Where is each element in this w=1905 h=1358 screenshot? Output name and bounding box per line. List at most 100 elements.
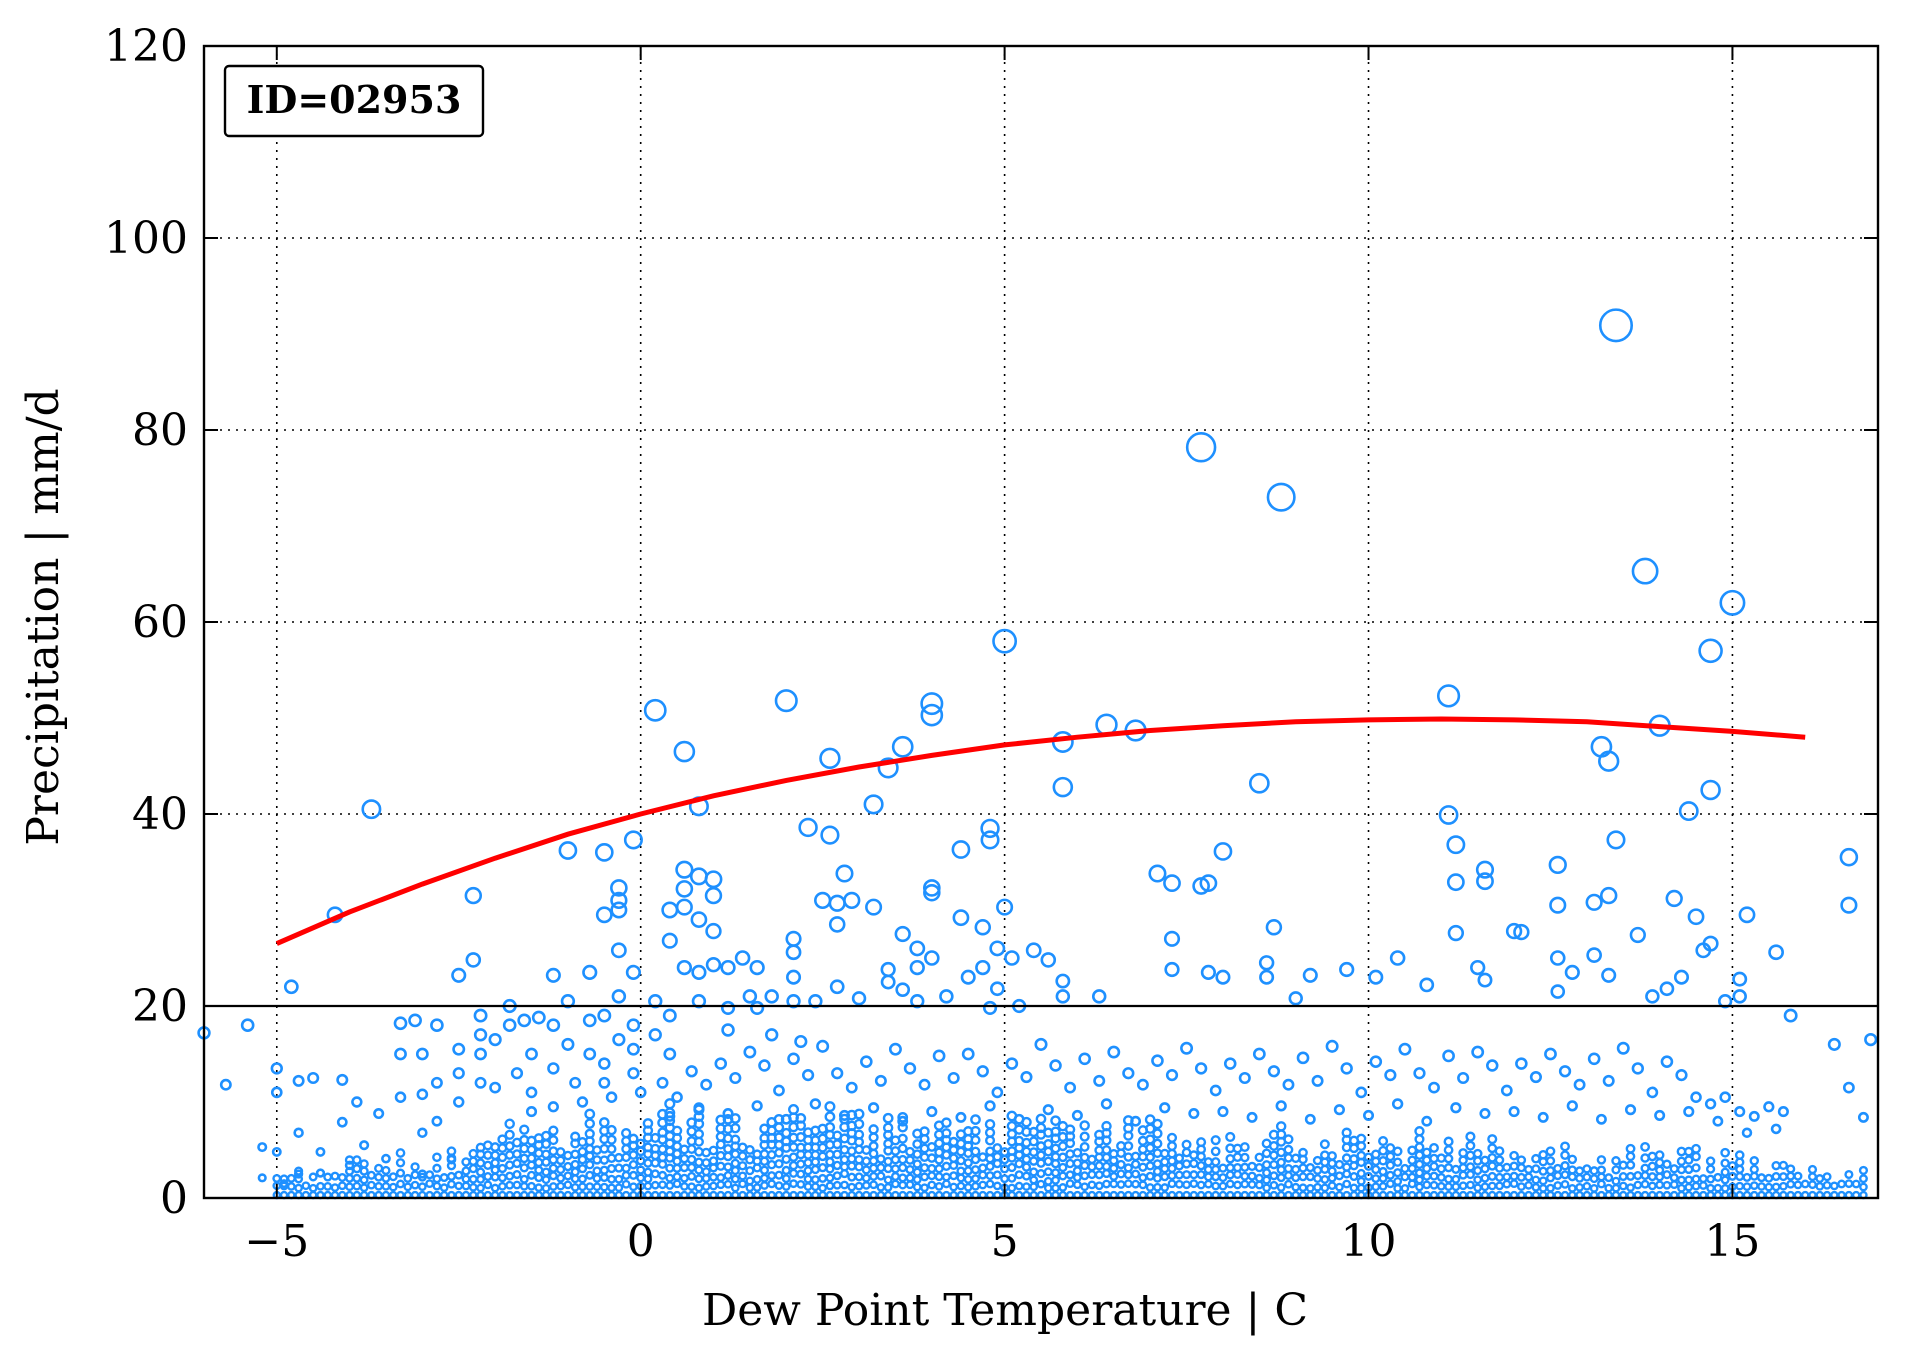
- data-point: [985, 1179, 995, 1189]
- data-point: [737, 1161, 748, 1171]
- data-point: [838, 1109, 850, 1121]
- data-point: [1690, 1091, 1702, 1103]
- data-point: [657, 1152, 668, 1163]
- data-point: [1839, 847, 1859, 867]
- data-point: [1553, 1163, 1563, 1174]
- data-point: [1072, 1147, 1083, 1158]
- data-point: [825, 1173, 835, 1183]
- data-point: [1283, 1134, 1294, 1145]
- data-point: [605, 1091, 618, 1103]
- data-point: [578, 1182, 587, 1192]
- data-point: [1123, 1152, 1134, 1162]
- data-point: [1029, 1182, 1039, 1192]
- data-point: [612, 1032, 626, 1047]
- data-point: [1618, 1181, 1628, 1191]
- data-point: [661, 932, 678, 949]
- data-point: [1051, 1183, 1060, 1193]
- data-point: [1764, 1173, 1774, 1183]
- data-point: [1494, 1155, 1505, 1165]
- data-point: [599, 1117, 610, 1128]
- data-point: [1734, 1150, 1745, 1160]
- data-point: [984, 1127, 996, 1138]
- data-point: [416, 1088, 429, 1101]
- data-point: [1513, 923, 1530, 941]
- data-point: [1720, 1175, 1730, 1185]
- data-point: [606, 1144, 617, 1154]
- data-point: [1567, 1165, 1577, 1175]
- data-point: [1079, 1131, 1090, 1142]
- data-point: [1720, 1147, 1731, 1158]
- data-point: [1167, 1163, 1177, 1174]
- data-point: [468, 1156, 479, 1166]
- data-point: [1582, 1172, 1592, 1182]
- data-point: [1611, 1176, 1621, 1186]
- data-point: [1305, 1162, 1315, 1173]
- data-point: [1827, 1037, 1841, 1051]
- data-point: [585, 1170, 595, 1180]
- data-point: [279, 1179, 289, 1189]
- data-point: [1560, 1141, 1570, 1152]
- data-point: [337, 1181, 347, 1191]
- y-tick-label: 20: [132, 981, 188, 1032]
- data-point: [832, 1160, 842, 1171]
- data-point: [583, 1047, 597, 1061]
- data-point: [344, 1160, 355, 1171]
- data-point: [1109, 1171, 1119, 1181]
- data-point: [1072, 1180, 1082, 1190]
- data-point: [1138, 1173, 1148, 1183]
- data-point: [839, 1162, 850, 1172]
- data-point: [989, 940, 1006, 957]
- data-point: [1101, 1152, 1112, 1163]
- data-point: [1800, 1179, 1810, 1189]
- data-point: [743, 1045, 757, 1059]
- data-point: [1815, 1174, 1825, 1184]
- data-point: [1246, 1111, 1258, 1123]
- data-point: [905, 1164, 915, 1175]
- data-point: [1218, 1173, 1228, 1183]
- data-point: [1447, 924, 1465, 942]
- data-point: [989, 981, 1005, 997]
- data-point: [796, 1159, 806, 1169]
- data-point: [1356, 1150, 1367, 1161]
- data-point: [1446, 873, 1465, 892]
- data-point: [897, 1133, 908, 1144]
- data-point: [1163, 930, 1181, 947]
- data-point: [840, 1180, 849, 1190]
- data-point: [584, 1118, 596, 1129]
- data-point: [1145, 1134, 1156, 1145]
- data-point: [1606, 830, 1626, 850]
- data-point: [679, 1173, 689, 1183]
- data-point: [729, 1113, 741, 1124]
- data-point: [861, 1145, 872, 1155]
- data-point: [1611, 1165, 1621, 1175]
- data-point: [1808, 1180, 1817, 1190]
- data-point: [1259, 969, 1275, 985]
- data-point: [359, 1166, 369, 1176]
- data-point: [818, 1163, 828, 1173]
- data-point: [888, 1042, 902, 1056]
- data-point: [767, 1160, 777, 1170]
- data-point: [1669, 1173, 1679, 1183]
- data-point: [468, 1164, 478, 1174]
- data-point: [1291, 1164, 1301, 1175]
- data-point: [1217, 1106, 1229, 1118]
- data-point: [1538, 1166, 1548, 1176]
- data-point: [1144, 1114, 1156, 1125]
- data-point: [548, 1182, 558, 1191]
- data-point: [1573, 1078, 1586, 1091]
- data-point: [1014, 1181, 1024, 1191]
- data-point: [1480, 1155, 1490, 1166]
- data-point: [1052, 776, 1074, 798]
- data-point: [1304, 1113, 1316, 1125]
- data-point: [1640, 1179, 1650, 1189]
- data-point: [1660, 1055, 1674, 1068]
- data-point: [1466, 1180, 1475, 1190]
- data-point: [1647, 1161, 1658, 1171]
- data-point: [656, 1076, 669, 1089]
- data-point: [1058, 1171, 1068, 1181]
- data-point: [1007, 1183, 1017, 1193]
- data-point: [1254, 1180, 1264, 1190]
- data-point: [1597, 1179, 1606, 1189]
- data-point: [1400, 1172, 1410, 1182]
- data-point: [1174, 1179, 1184, 1189]
